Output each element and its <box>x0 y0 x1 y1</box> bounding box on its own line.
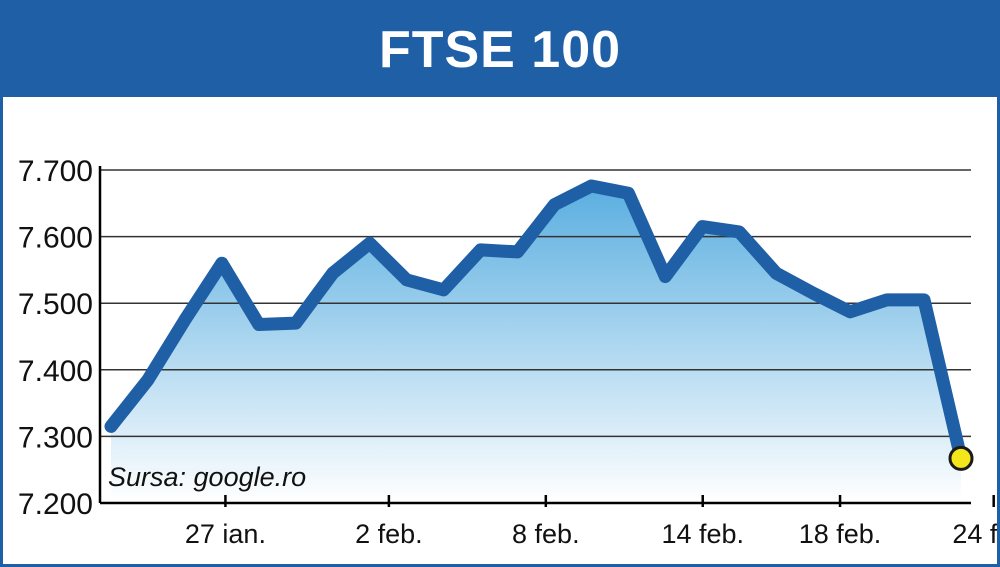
chart-title: FTSE 100 <box>378 21 622 79</box>
line-area-chart: 7.200 7.300 7.400 7.500 7.600 7.700 27 ian. 2 … <box>18 155 997 549</box>
series-line <box>104 179 968 465</box>
y-tick-label-0: 7.200 <box>18 488 93 521</box>
series-area <box>111 185 961 503</box>
x-tick-label-4: 18 feb. <box>799 519 882 549</box>
x-tick-label-0: 27 ian. <box>185 519 266 549</box>
series-line-layer <box>104 179 968 465</box>
y-tick-label-4: 7.600 <box>18 222 93 255</box>
x-tick-label-5: 24 feb. <box>952 519 997 549</box>
x-tick-label-1: 2 feb. <box>355 519 423 549</box>
source-note: Sursa: google.ro <box>108 462 306 492</box>
y-tick-label-5: 7.700 <box>18 155 93 188</box>
x-tick-label-2: 8 feb. <box>512 519 580 549</box>
last-value-marker <box>948 445 974 471</box>
y-axis-tick-labels: 7.200 7.300 7.400 7.500 7.600 7.700 <box>18 155 93 521</box>
x-tick-label-3: 14 feb. <box>661 519 744 549</box>
end-marker-layer <box>948 445 974 471</box>
y-tick-label-2: 7.400 <box>18 355 93 388</box>
y-tick-label-3: 7.500 <box>18 288 93 321</box>
axes <box>98 166 995 507</box>
chart-header: FTSE 100 <box>3 3 997 97</box>
x-axis-tick-labels: 27 ian. 2 feb. 8 feb. 14 feb. 18 feb. 24 feb. <box>185 519 997 549</box>
y-tick-label-1: 7.300 <box>18 421 93 454</box>
area-fill-layer <box>111 185 961 503</box>
